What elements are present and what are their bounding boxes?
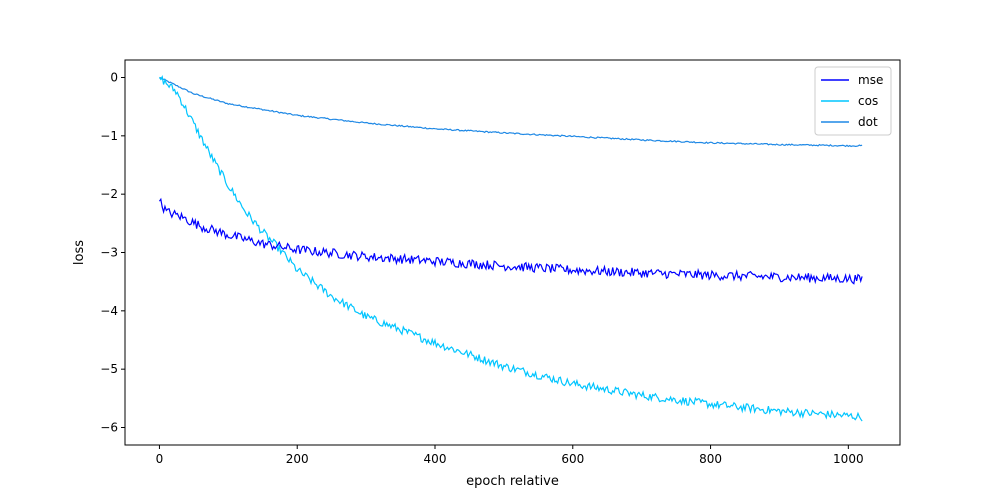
legend-label-dot: dot	[858, 115, 878, 129]
x-axis-label: epoch relative	[466, 474, 559, 489]
y-tick-label: −6	[100, 421, 118, 435]
y-tick-label: −3	[100, 246, 118, 260]
legend-label-mse: mse	[858, 73, 883, 87]
x-tick-label: 0	[156, 452, 164, 466]
y-tick-label: 0	[110, 71, 118, 85]
x-tick-label: 1000	[833, 452, 864, 466]
x-axis: 0 200 400 600 800 1000	[156, 445, 864, 466]
legend-label-cos: cos	[858, 94, 878, 108]
series-layer	[158, 74, 863, 422]
y-tick-label: −4	[100, 304, 118, 318]
y-axis: 0 −1 −2 −3 −4 −5 −6	[100, 71, 125, 435]
x-tick-label: 600	[561, 452, 584, 466]
legend: mse cos dot	[814, 66, 892, 136]
legend-box	[814, 66, 892, 136]
x-tick-label: 400	[424, 452, 447, 466]
x-tick-label: 800	[699, 452, 722, 466]
series-line-mse	[158, 197, 863, 285]
x-tick-label: 200	[286, 452, 309, 466]
y-tick-label: −2	[100, 187, 118, 201]
series-line-dot	[159, 76, 863, 148]
y-tick-label: −5	[100, 362, 118, 376]
y-tick-label: −1	[100, 129, 118, 143]
y-axis-label: loss	[72, 240, 87, 265]
series-line-cos	[158, 74, 863, 422]
